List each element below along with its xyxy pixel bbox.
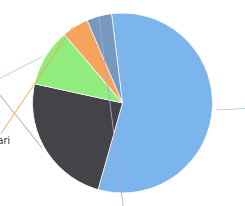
Text: Firefox: Firefox — [0, 57, 41, 99]
Wedge shape — [98, 13, 212, 193]
Text: Safari: Safari — [0, 27, 73, 146]
Text: Chrome: Chrome — [0, 49, 42, 148]
Wedge shape — [64, 20, 122, 103]
Text: IE: IE — [217, 103, 245, 112]
Text: Others: Others — [99, 17, 143, 206]
Wedge shape — [87, 14, 122, 103]
Wedge shape — [35, 34, 122, 103]
Wedge shape — [33, 84, 122, 190]
